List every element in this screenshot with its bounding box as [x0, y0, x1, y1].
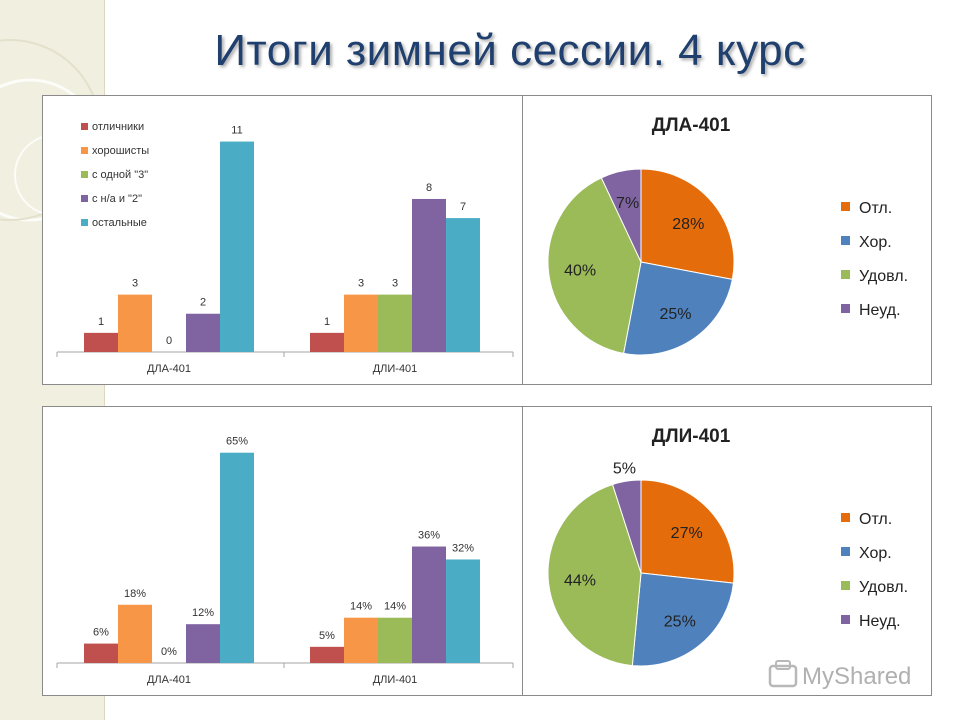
bar-panel-percent: ДЛА-401 ДЛИ-401 6% 5% 18% 14% 0% 14% 12% 36% 65% 32… [42, 406, 524, 696]
bar-1-0 [118, 604, 152, 663]
pie-slice-1 [622, 261, 733, 356]
legend-entry: Отл. [859, 511, 892, 528]
pie-data-label: 5% [613, 460, 636, 477]
pie-data-label: 25% [664, 614, 696, 631]
pie-data-label: 44% [564, 573, 596, 590]
data-label: 3 [132, 278, 138, 290]
legend-swatch [81, 123, 88, 130]
legend-entry: Удовл. [859, 268, 908, 285]
legend-swatch [81, 147, 88, 154]
pie-chart-dla: ДЛА-401 28% 25% 40% 7% Отл. Хор. Удовл. Неуд. [547, 115, 908, 356]
legend-swatch [841, 513, 850, 522]
pie-data-label: 25% [659, 306, 691, 323]
legend-entry: с одной "3" [92, 169, 148, 181]
data-label: 1 [98, 316, 104, 328]
x-tick-label: ДЛИ-401 [373, 363, 418, 375]
data-label: 3 [358, 278, 364, 290]
legend-swatch [841, 236, 850, 245]
legend-entry: Хор. [859, 545, 892, 562]
bar-1-0 [118, 294, 152, 352]
pie-data-label: 27% [671, 525, 703, 542]
pie-slice-1 [631, 572, 735, 667]
data-label: 18% [124, 588, 146, 600]
bar-1-1 [344, 294, 378, 352]
data-label: 8 [426, 182, 432, 194]
bar-panel-counts: ДЛА-401 ДЛИ-401 1 1 3 3 0 3 2 8 11 7 отличники хороши… [42, 95, 524, 385]
legend-entry: хорошисты [92, 145, 149, 157]
data-label: 11 [231, 125, 242, 137]
bar-0-0 [84, 643, 118, 663]
pie-slice-0 [640, 479, 735, 584]
bar-4-0 [220, 452, 254, 663]
legend-swatch [841, 547, 850, 556]
pie-title: ДЛА-401 [652, 115, 731, 136]
bar-4-1 [446, 559, 480, 663]
bar-0-1 [310, 332, 344, 352]
legend-entry: Неуд. [859, 613, 901, 630]
x-tick-label: ДЛА-401 [147, 363, 191, 375]
data-label: 5% [319, 630, 335, 642]
data-label: 14% [350, 601, 372, 613]
pie-slice-2 [547, 483, 642, 667]
x-tick-label: ДЛА-401 [147, 674, 191, 686]
legend-entry: Отл. [859, 200, 892, 217]
data-label: 0 [166, 335, 172, 347]
legend-entry: Удовл. [859, 579, 908, 596]
data-label: 12% [192, 607, 214, 619]
pie-title: ДЛИ-401 [652, 426, 731, 447]
bar-1-1 [344, 617, 378, 663]
bar-3-0 [186, 313, 220, 352]
pie-slice-3 [600, 168, 642, 263]
legend-entry: Неуд. [859, 302, 901, 319]
legend-entry: с н/а и "2" [92, 193, 142, 205]
bar-4-0 [220, 141, 254, 352]
data-label: 7 [460, 201, 466, 213]
pie-data-label: 7% [616, 195, 639, 212]
pie-slice-0 [640, 168, 735, 281]
legend-entry: отличники [92, 121, 144, 133]
data-label: 6% [93, 627, 109, 639]
pie-slice-2 [547, 177, 642, 354]
pie-chart-dli: ДЛИ-401 27% 25% 44% 5% Отл. Хор. Удовл. Неуд. [547, 426, 908, 667]
bar-2-1 [378, 617, 412, 663]
legend-swatch [81, 195, 88, 202]
legend-swatch [841, 615, 850, 624]
data-label: 1 [324, 316, 330, 328]
bar-0-1 [310, 646, 344, 663]
data-label: 14% [384, 601, 406, 613]
pie-slice-3 [611, 479, 642, 574]
watermark-logo: MyShared [768, 660, 911, 690]
bar-4-1 [446, 218, 480, 352]
bar-2-1 [378, 294, 412, 352]
legend-swatch [841, 581, 850, 590]
legend-swatch [841, 304, 850, 313]
slide-title: Итоги зимней сессии. 4 курс [214, 26, 806, 75]
legend-swatch [81, 219, 88, 226]
bar-0-0 [84, 332, 118, 352]
bar-3-0 [186, 624, 220, 663]
legend-entry: Хор. [859, 234, 892, 251]
legend-swatch [81, 171, 88, 178]
legend-swatch [841, 270, 850, 279]
pie-data-label: 28% [672, 216, 704, 233]
pie-panel-dla: ДЛА-401 28% 25% 40% 7% Отл. Хор. Удовл. Неуд. [522, 95, 932, 385]
x-tick-label: ДЛИ-401 [373, 674, 418, 686]
legend-swatch [841, 202, 850, 211]
data-label: 65% [226, 436, 248, 448]
watermark-text: MyShared [802, 663, 911, 690]
data-label: 0% [161, 646, 177, 658]
legend-entry: остальные [92, 217, 147, 229]
bar-3-1 [412, 198, 446, 352]
pie-data-label: 40% [564, 263, 596, 280]
pie-panel-dli: ДЛИ-401 27% 25% 44% 5% Отл. Хор. Удовл. Неуд. [522, 406, 932, 696]
data-label: 32% [452, 542, 474, 554]
data-label: 3 [392, 278, 398, 290]
data-label: 36% [418, 530, 440, 542]
bar-3-1 [412, 546, 446, 663]
bar-chart-percent: ДЛА-401 ДЛИ-401 6% 5% 18% 14% 0% 14% 12% 36% 65% 32… [56, 436, 514, 686]
data-label: 2 [200, 297, 206, 309]
